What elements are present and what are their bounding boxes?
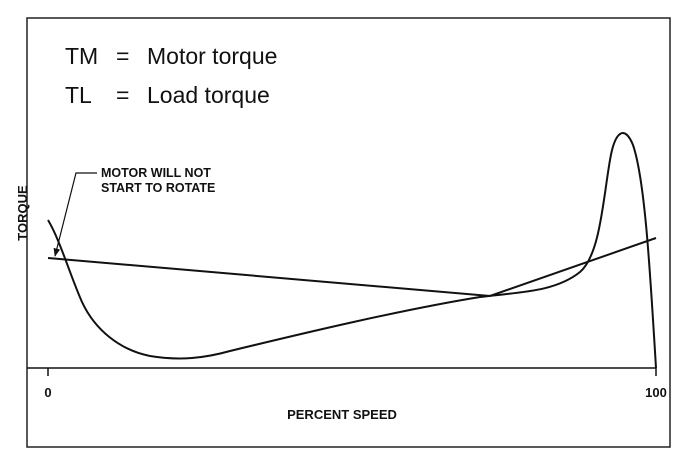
x-tick-label: 0 [44,385,51,400]
legend-label: Motor torque [147,43,277,69]
legend-label: Load torque [147,82,270,108]
legend-sign: = [116,43,129,69]
legend-abbr: TL [65,82,92,108]
frame [26,17,671,448]
legend-sign: = [116,82,129,108]
x-tick-label: 100 [645,385,667,400]
load-torque-curve [47,237,657,298]
annotation-leader [53,172,97,257]
annotation-line: MOTOR WILL NOT [101,166,211,180]
x-axis-label: PERCENT SPEED [287,407,397,422]
annotation-line: START TO ROTATE [101,181,215,195]
legend-abbr: TM [65,43,98,69]
motor-torque-curve [47,132,657,369]
y-axis-label: TORQUE [15,185,30,241]
